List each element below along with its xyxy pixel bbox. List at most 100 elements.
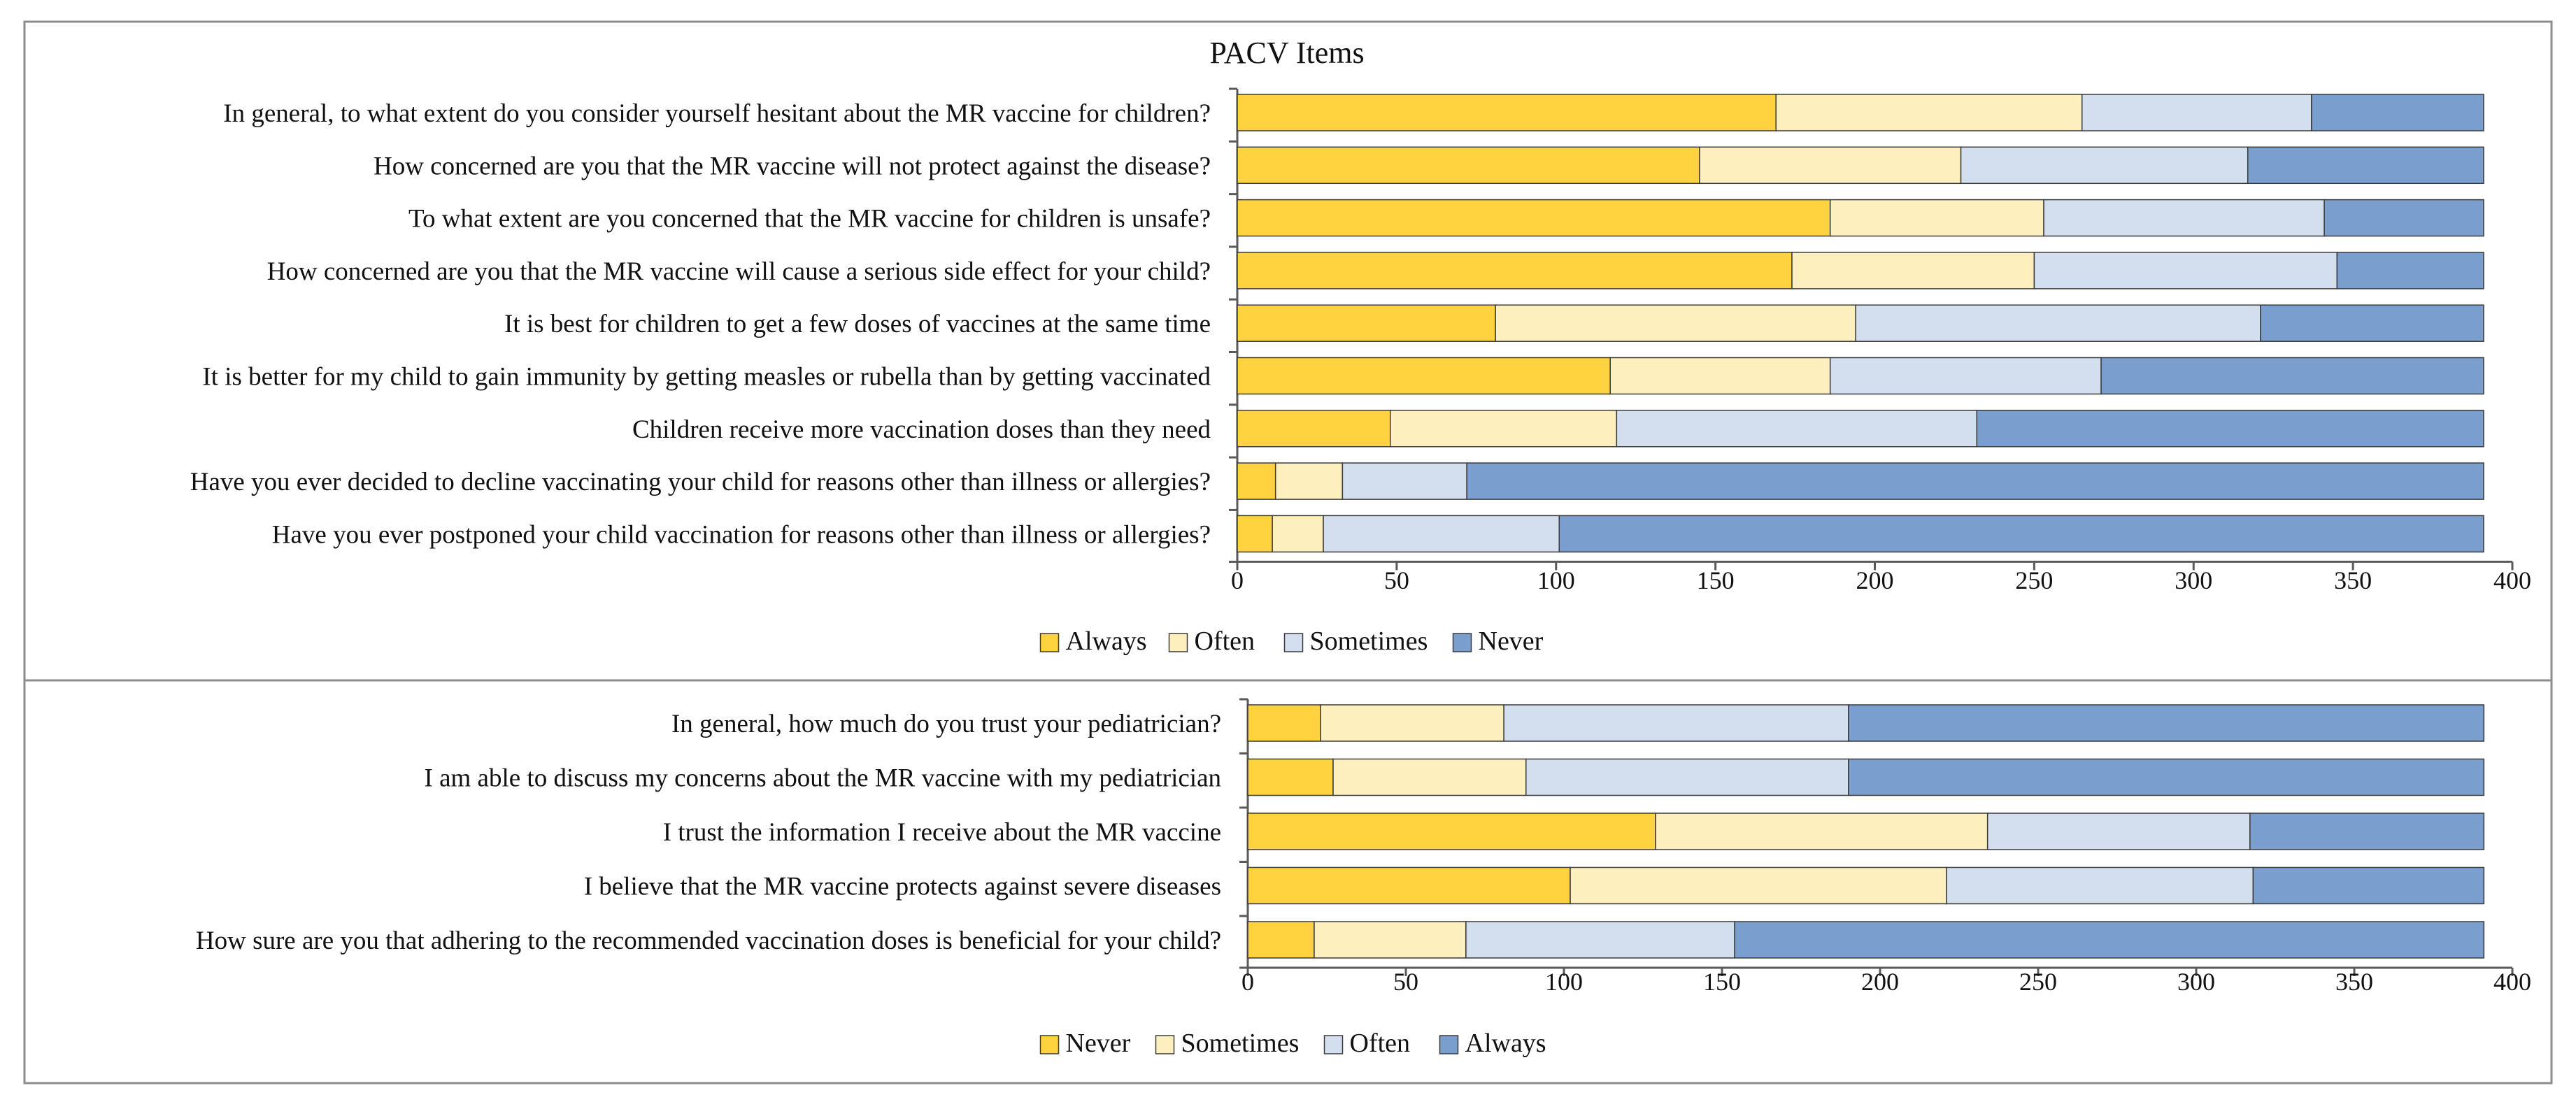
chart2-legend-label-always: Always <box>1465 1029 1546 1058</box>
chart1-bar-sometimes-row-9 <box>1323 515 1560 553</box>
chart2-bar-often-row-5 <box>1465 921 1735 959</box>
chart2-x-tick-label-400: 400 <box>2493 968 2531 996</box>
chart1-category-label-6: It is better for my child to gain immuni… <box>202 363 1211 392</box>
chart2-bar-sometimes-row-3 <box>1655 813 1988 850</box>
chart1-x-tick-label-250: 250 <box>2015 566 2053 594</box>
chart1-x-tick-label-0: 0 <box>1231 566 1244 594</box>
chart1-bar-sometimes-row-7 <box>1616 410 1978 448</box>
chart1-bar-never-row-5 <box>2260 304 2484 342</box>
chart1-bar-often-row-7 <box>1390 410 1618 448</box>
chart1-bar-always-row-8 <box>1237 462 1276 500</box>
chart2-x-tick-label-250: 250 <box>2019 968 2057 996</box>
chart1-x-tick-label-150: 150 <box>1697 566 1735 594</box>
chart2-bar-often-row-1 <box>1503 704 1849 742</box>
chart1-bar-often-row-5 <box>1495 304 1856 342</box>
chart1-category-label-7: Children receive more vaccination doses … <box>632 415 1211 444</box>
chart1-bar-always-row-1 <box>1237 94 1777 131</box>
chart1-legend-swatch-never <box>1452 633 1472 652</box>
chart2-bar-never-row-1 <box>1247 704 1321 742</box>
chart2-bar-always-row-4 <box>2252 866 2485 905</box>
chart1-bar-often-row-1 <box>1775 94 2083 131</box>
chart1-x-tick-label-100: 100 <box>1537 566 1575 594</box>
chart2-bar-never-row-2 <box>1247 758 1334 796</box>
chart1-bar-never-row-9 <box>1558 515 2484 553</box>
chart1-category-label-2: How concerned are you that the MR vaccin… <box>373 152 1211 180</box>
chart2-bar-always-row-2 <box>1848 758 2485 796</box>
top-panel-frame <box>23 20 2553 682</box>
chart2-category-label-4: I believe that the MR vaccine protects a… <box>584 873 1221 901</box>
chart1-legend-swatch-sometimes <box>1283 633 1304 652</box>
chart2-x-tick-label-100: 100 <box>1545 968 1583 996</box>
chart1-bar-often-row-6 <box>1609 357 1831 395</box>
chart2-bar-often-row-4 <box>1946 866 2254 905</box>
chart2-legend-label-sometimes: Sometimes <box>1181 1029 1300 1058</box>
chart2-x-tick-label-200: 200 <box>1861 968 1899 996</box>
chart1-bar-always-row-5 <box>1237 304 1496 342</box>
chart1-bar-never-row-4 <box>2336 252 2484 289</box>
chart2-x-tick-label-150: 150 <box>1703 968 1741 996</box>
chart1-bar-always-row-4 <box>1237 252 1793 289</box>
chart2-bar-sometimes-row-4 <box>1570 866 1947 905</box>
chart1-bar-never-row-1 <box>2311 94 2484 131</box>
chart2-legend-swatch-never <box>1039 1035 1060 1054</box>
chart1-bar-often-row-9 <box>1272 515 1324 553</box>
chart2-category-label-3: I trust the information I receive about … <box>663 818 1221 847</box>
chart2-bar-sometimes-row-1 <box>1320 704 1504 742</box>
chart2-legend-label-often: Often <box>1350 1029 1411 1058</box>
chart2-legend-label-never: Never <box>1066 1029 1131 1058</box>
chart1-bar-sometimes-row-8 <box>1342 462 1467 500</box>
chart2-category-label-5: How sure are you that adhering to the re… <box>196 926 1221 955</box>
chart1-legend-swatch-always <box>1039 633 1060 652</box>
chart1-bar-always-row-2 <box>1237 146 1700 185</box>
chart1-bar-never-row-6 <box>2100 357 2484 395</box>
chart1-bar-sometimes-row-5 <box>1855 304 2261 342</box>
chart1-bar-sometimes-row-3 <box>2043 199 2325 237</box>
chart1-bar-always-row-9 <box>1237 515 1273 553</box>
chart1-category-label-3: To what extent are you concerned that th… <box>408 205 1211 234</box>
chart1-category-label-5: It is best for children to get a few dos… <box>504 310 1211 338</box>
chart2-x-tick-label-300: 300 <box>2177 968 2215 996</box>
chart1-x-tick-label-200: 200 <box>1856 566 1894 594</box>
chart1-bar-never-row-7 <box>1976 410 2484 448</box>
chart1-bar-often-row-4 <box>1791 252 2035 289</box>
chart2-bar-never-row-4 <box>1247 866 1571 905</box>
chart1-bar-sometimes-row-4 <box>2033 252 2338 289</box>
chart2-bar-never-row-3 <box>1247 813 1656 850</box>
chart2-bar-always-row-3 <box>2249 813 2485 850</box>
chart1-x-tick-label-50: 50 <box>1384 566 1409 594</box>
chart2-bar-often-row-2 <box>1525 758 1849 796</box>
chart2-x-tick-label-50: 50 <box>1393 968 1418 996</box>
chart2-x-tick-label-0: 0 <box>1241 968 1254 996</box>
chart1-bar-always-row-3 <box>1237 199 1831 237</box>
chart1-bar-sometimes-row-1 <box>2081 94 2312 131</box>
chart1-bar-sometimes-row-6 <box>1829 357 2102 395</box>
chart1-legend-label-always: Always <box>1066 627 1147 656</box>
chart2-legend-swatch-sometimes <box>1155 1035 1175 1054</box>
chart2-legend-swatch-often <box>1323 1035 1344 1054</box>
chart1-legend-swatch-often <box>1168 633 1188 652</box>
chart1-bar-always-row-7 <box>1237 410 1391 448</box>
chart1-bar-never-row-3 <box>2324 199 2484 237</box>
chart1-bar-sometimes-row-2 <box>1960 146 2249 185</box>
chart1-x-tick-label-350: 350 <box>2334 566 2372 594</box>
chart1-category-label-9: Have you ever postponed your child vacci… <box>272 520 1211 549</box>
chart1-bar-often-row-3 <box>1829 199 2044 237</box>
chart2-bar-always-row-5 <box>1734 921 2485 959</box>
chart1-bar-often-row-2 <box>1699 146 1962 185</box>
chart1-legend-label-never: Never <box>1479 627 1544 656</box>
chart1-bar-always-row-6 <box>1237 357 1611 395</box>
chart1-legend-label-often: Often <box>1195 627 1255 656</box>
chart-title: PACV Items <box>1209 36 1364 70</box>
chart2-bar-sometimes-row-5 <box>1314 921 1467 959</box>
chart2-legend-swatch-always <box>1439 1035 1459 1054</box>
chart2-bar-always-row-1 <box>1848 704 2485 742</box>
chart1-bar-never-row-2 <box>2247 146 2484 185</box>
chart2-x-tick-label-350: 350 <box>2335 968 2373 996</box>
chart2-category-label-2: I am able to discuss my concerns about t… <box>425 764 1221 793</box>
chart1-bar-often-row-8 <box>1274 462 1344 500</box>
chart1-category-label-1: In general, to what extent do you consid… <box>223 99 1211 128</box>
chart1-category-label-4: How concerned are you that the MR vaccin… <box>267 257 1211 286</box>
chart1-category-label-8: Have you ever decided to decline vaccina… <box>190 468 1211 496</box>
